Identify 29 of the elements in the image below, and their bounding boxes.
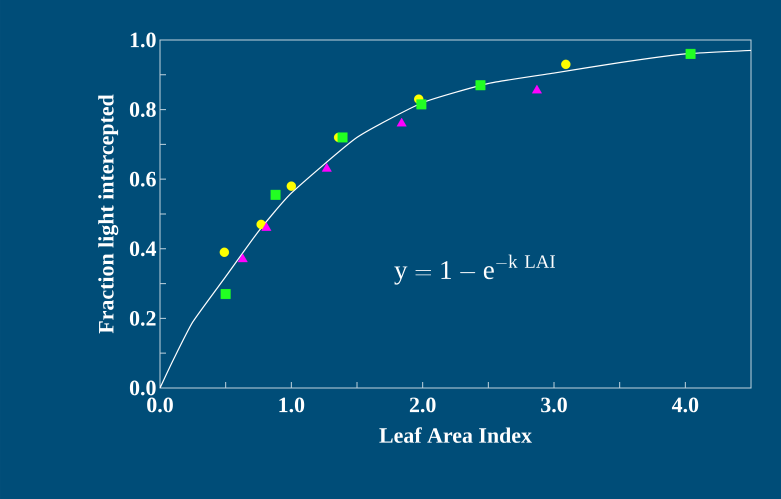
- point: [475, 80, 486, 90]
- point: [338, 132, 348, 142]
- point: [396, 118, 407, 126]
- point: [220, 248, 230, 257]
- point: [220, 289, 231, 300]
- x-tick-label: 4.0: [672, 398, 698, 412]
- point: [686, 48, 696, 59]
- y-tick-label: 0.8: [130, 102, 156, 118]
- point: [261, 222, 272, 231]
- y-tick-label: 0.0: [130, 380, 156, 396]
- x-tick-label: 0.0: [147, 398, 173, 412]
- x-tick-label: 3.0: [541, 398, 567, 412]
- y-tick-label: 0.6: [130, 172, 156, 187]
- y-tick-label: 1.0: [130, 32, 156, 48]
- annotation: $\mathrm{y = 1 - e}^{\mathrm{-k\ LAI}}$: [394, 254, 555, 285]
- point: [286, 181, 296, 191]
- x-tick-label: 1.0: [279, 398, 304, 412]
- y-tick-label: 0.2: [130, 310, 156, 326]
- point: [322, 163, 332, 172]
- point: [532, 84, 542, 94]
- point: [561, 60, 571, 70]
- point: [256, 220, 266, 230]
- point: [270, 190, 281, 200]
- y-tick-label: 0.4: [130, 241, 156, 256]
- y-axis-title: Fraction light intercepted: [98, 94, 118, 334]
- point: [416, 99, 426, 110]
- x-tick-label: 2.0: [410, 398, 436, 412]
- x-axis-title: Leaf Area Index: [379, 427, 532, 443]
- point: [238, 254, 248, 262]
